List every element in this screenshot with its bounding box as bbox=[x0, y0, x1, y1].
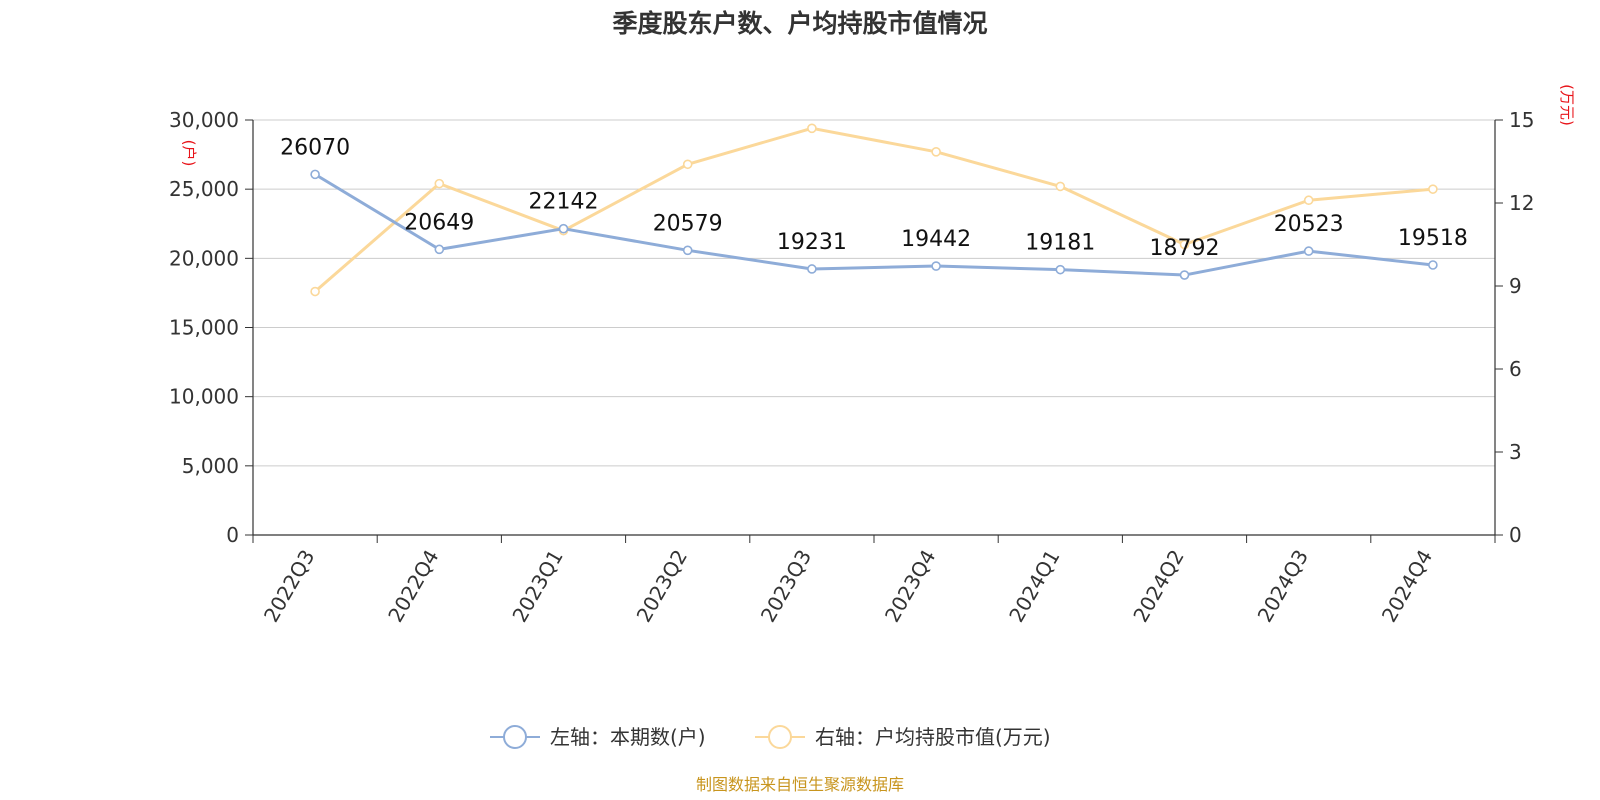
series-1-point bbox=[931, 147, 941, 157]
left-axis-tick-label: 15,000 bbox=[169, 316, 239, 340]
right-axis-tick-label: 9 bbox=[1509, 274, 1522, 298]
data-label: 19231 bbox=[777, 230, 847, 255]
source-note: 制图数据来自恒生聚源数据库 bbox=[696, 775, 904, 794]
data-label: 20579 bbox=[653, 211, 723, 236]
series bbox=[310, 123, 1438, 297]
x-axis-tick-label: 2023Q2 bbox=[632, 546, 692, 627]
right-axis-tick-label: 3 bbox=[1509, 440, 1522, 464]
data-label: 22142 bbox=[529, 190, 599, 215]
data-labels: 26070 20649 22142 20579 19231 19442 19181 18792… bbox=[280, 135, 1468, 261]
series-1-point bbox=[1428, 184, 1438, 194]
series-0-point bbox=[931, 261, 941, 271]
series-0-point bbox=[310, 169, 320, 180]
left-axis-tick-label: 30,000 bbox=[169, 108, 239, 132]
legend-swatch-marker bbox=[503, 725, 527, 749]
left-axis-tick-label: 0 bbox=[226, 523, 239, 547]
data-label: 20523 bbox=[1274, 212, 1344, 237]
x-axis-tick-label: 2024Q3 bbox=[1253, 546, 1313, 627]
left-axis-tick-label: 10,000 bbox=[169, 385, 239, 409]
data-label: 26070 bbox=[280, 135, 350, 160]
series-line-1 bbox=[314, 126, 1434, 293]
legend-label: 右轴：户均持股市值(万元) bbox=[815, 725, 1051, 749]
left-axis-unit: (户) bbox=[180, 140, 198, 167]
x-axis-tick-label: 2024Q4 bbox=[1377, 546, 1437, 627]
left-axis-tick-label: 20,000 bbox=[169, 246, 239, 270]
series-1-point bbox=[807, 123, 817, 134]
data-label: 19442 bbox=[901, 227, 971, 252]
x-axis-tick-label: 2023Q4 bbox=[880, 546, 940, 627]
series-0-point bbox=[807, 264, 817, 274]
series-0-point bbox=[1179, 270, 1190, 280]
legend[interactable]: 左轴：本期数(户) 右轴：户均持股市值(万元) bbox=[490, 725, 1051, 749]
chart-title: 季度股东户数、户均持股市值情况 bbox=[612, 9, 987, 38]
data-label: 20649 bbox=[404, 210, 474, 235]
series-1-point bbox=[1179, 239, 1190, 250]
series-0-point bbox=[434, 244, 445, 255]
series-1-point bbox=[310, 286, 320, 297]
series-0-point bbox=[1428, 260, 1438, 270]
series-0-point bbox=[558, 223, 569, 234]
data-label: 19181 bbox=[1025, 231, 1095, 256]
series-line-0 bbox=[314, 173, 1434, 277]
axes: 0 5,000 10,000 15,000 20,000 25,000 30,000 0 3 6 9… bbox=[169, 108, 1534, 626]
x-axis-tick-label: 2022Q4 bbox=[383, 546, 443, 627]
grid-lines bbox=[253, 119, 1495, 467]
legend-swatch-marker bbox=[768, 725, 792, 749]
series-1-point bbox=[1055, 181, 1066, 192]
series-1-point bbox=[1303, 195, 1314, 206]
right-axis-tick-label: 0 bbox=[1509, 523, 1522, 547]
right-axis-tick-label: 6 bbox=[1509, 357, 1522, 381]
series-0-point bbox=[1303, 246, 1314, 256]
right-axis-tick-label: 12 bbox=[1509, 191, 1534, 215]
x-axis-tick-label: 2023Q3 bbox=[756, 546, 816, 627]
x-axis-tick-label: 2023Q1 bbox=[507, 546, 567, 627]
series-0-point bbox=[682, 245, 693, 256]
x-axis-tick-label: 2024Q2 bbox=[1128, 546, 1188, 627]
x-axis-tick-label: 2022Q3 bbox=[259, 546, 319, 627]
data-label: 18792 bbox=[1150, 236, 1220, 261]
data-label: 19518 bbox=[1398, 226, 1468, 251]
x-axis-tick-label: 2024Q1 bbox=[1004, 546, 1064, 627]
right-axis-tick-label: 15 bbox=[1509, 108, 1534, 132]
right-axis-unit: (万元) bbox=[1558, 84, 1576, 126]
series-1-point bbox=[434, 178, 445, 189]
legend-label: 左轴：本期数(户) bbox=[550, 725, 706, 749]
series-0-point bbox=[1055, 264, 1066, 275]
series-1-point bbox=[682, 159, 693, 170]
left-axis-tick-label: 25,000 bbox=[169, 177, 239, 201]
left-axis-tick-label: 5,000 bbox=[182, 454, 239, 478]
